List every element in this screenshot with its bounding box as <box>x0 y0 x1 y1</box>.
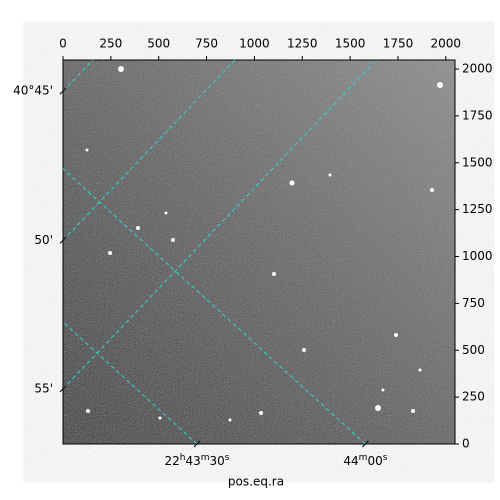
y-tick-label: 750 <box>462 296 485 310</box>
grid-line <box>63 60 377 390</box>
dec-tick <box>59 237 67 244</box>
grid-line <box>63 321 198 444</box>
x-tick-label: 1250 <box>287 37 318 51</box>
dec-tick-label: 40°45' <box>13 84 53 98</box>
ra-tick <box>362 440 369 448</box>
x-tick-label: 500 <box>147 37 170 51</box>
image <box>63 60 455 444</box>
x-tick-label: 1000 <box>239 37 270 51</box>
y-tick-label: 1000 <box>462 249 493 263</box>
ra-tick <box>193 440 201 448</box>
x-tick-label: 750 <box>195 37 218 51</box>
x-tick-label: 2000 <box>431 37 462 51</box>
ra-tick-label: 44m00s <box>343 453 387 468</box>
frame <box>62 59 456 445</box>
grid-line <box>63 60 236 241</box>
x-axis-label: pos.eq.ra <box>228 475 284 489</box>
x-tick-label: 1750 <box>383 37 414 51</box>
y-tick-label: 2000 <box>462 62 493 76</box>
x-tick-label: 0 <box>59 37 67 51</box>
dec-tick-label: 55' <box>34 381 53 395</box>
y-tick-label: 500 <box>462 343 485 357</box>
y-tick-label: 250 <box>462 390 485 404</box>
y-tick-label: 0 <box>462 437 470 451</box>
dec-tick <box>59 87 67 95</box>
x-tick-label: 250 <box>99 37 122 51</box>
y-tick-label: 1500 <box>462 155 493 169</box>
stars <box>85 66 443 422</box>
y-tick-label: 1750 <box>462 108 493 122</box>
dec-tick-label: 50' <box>34 233 53 247</box>
ra-tick-label: 22h43m30s <box>164 453 229 468</box>
x-tick-label: 1500 <box>335 37 366 51</box>
grid-line <box>63 168 366 444</box>
y-tick-label: 1250 <box>462 202 493 216</box>
grid <box>63 60 377 444</box>
dec-tick <box>59 385 67 393</box>
